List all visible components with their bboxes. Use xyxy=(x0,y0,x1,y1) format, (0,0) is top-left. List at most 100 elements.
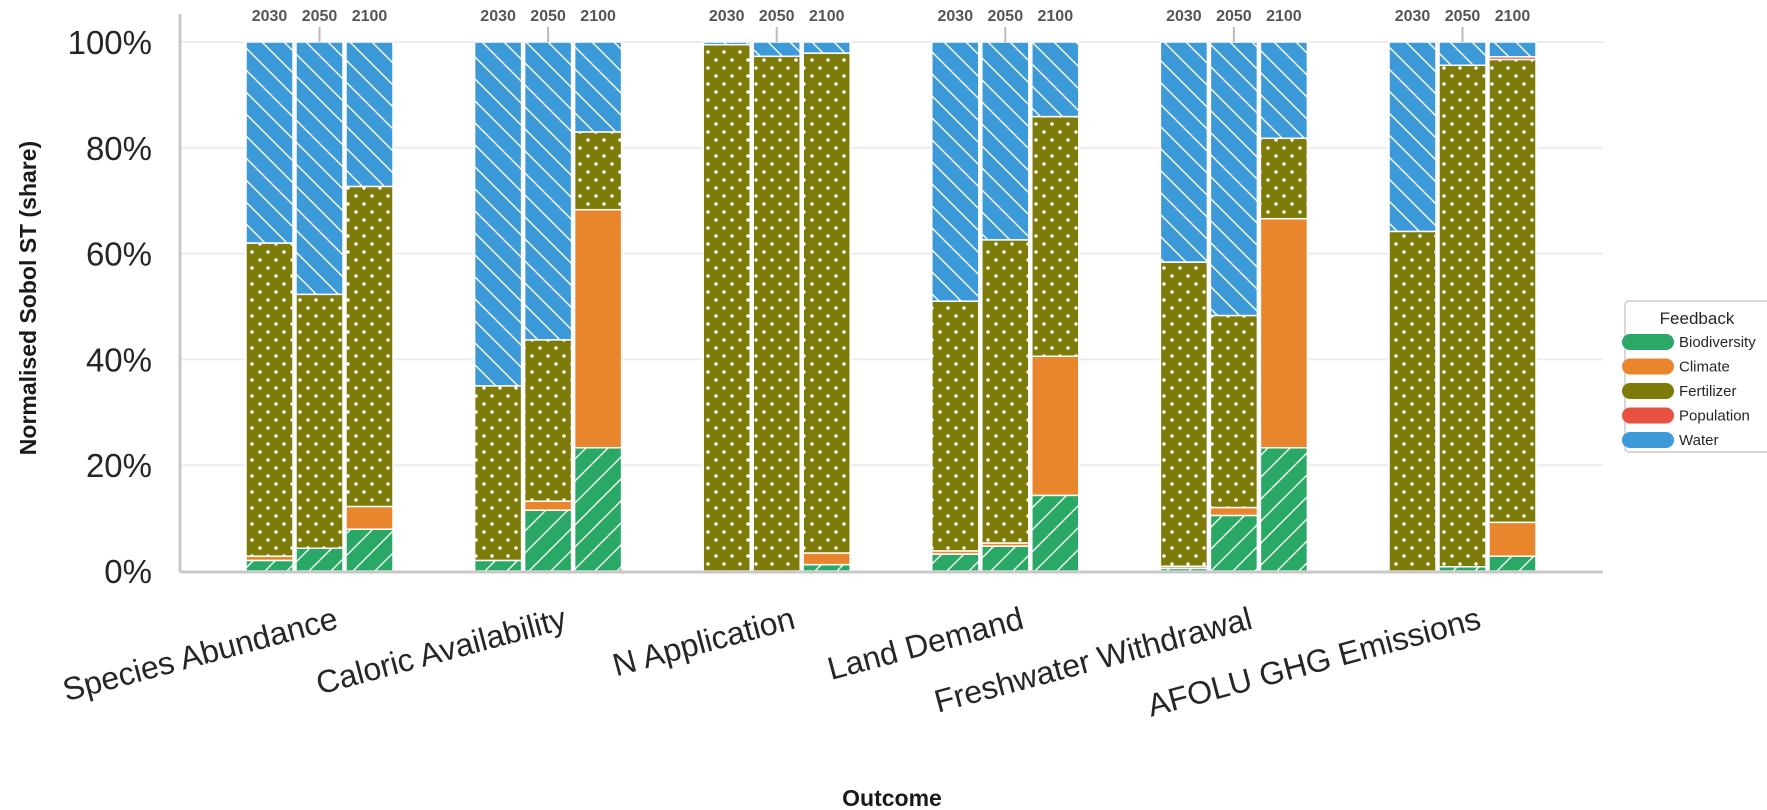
legend-label: Water xyxy=(1679,432,1718,449)
year-label: 2030 xyxy=(1166,8,1202,25)
legend-title: Feedback xyxy=(1660,309,1735,328)
bar-segment-biodiversity xyxy=(523,509,573,572)
year-label: 2030 xyxy=(480,8,516,25)
y-tick-label: 20% xyxy=(86,447,152,484)
bar-segment-climate xyxy=(1488,521,1537,557)
bar-segment-fertilizer xyxy=(981,239,1030,544)
year-label: 2050 xyxy=(302,8,338,25)
year-label: 2100 xyxy=(1495,8,1531,25)
legend-label: Fertilizer xyxy=(1679,383,1737,400)
bar-segment-fertilizer xyxy=(752,55,801,572)
bar-segment-fertilizer xyxy=(1209,314,1259,509)
year-label: 2100 xyxy=(352,8,388,25)
year-label: 2030 xyxy=(709,8,745,25)
bar-segment-water xyxy=(1259,41,1309,140)
legend-swatch-population xyxy=(1622,407,1674,424)
bar-segment-climate xyxy=(1259,217,1309,449)
year-label: 2050 xyxy=(1445,8,1481,25)
legend-swatch-climate xyxy=(1622,358,1674,375)
year-label: 2050 xyxy=(759,8,795,25)
bar-segment-fertilizer xyxy=(523,339,573,502)
bar-segment-climate xyxy=(523,500,573,511)
bar-segment-water xyxy=(1438,41,1487,67)
bar-segment-biodiversity xyxy=(981,545,1030,572)
bar-segment-climate xyxy=(573,208,623,449)
year-label: 2050 xyxy=(988,8,1024,25)
year-label: 2100 xyxy=(580,8,616,25)
bar-segment-fertilizer xyxy=(1259,137,1309,220)
bar-segment-climate xyxy=(345,505,394,530)
bar-segment-water xyxy=(931,41,980,302)
bar-segment-water xyxy=(802,41,851,54)
year-label: 2100 xyxy=(1038,8,1074,25)
bar-segment-fertilizer xyxy=(1488,58,1537,524)
bar-segment-fertilizer xyxy=(931,300,980,552)
bars xyxy=(245,41,1537,572)
bar-segment-water xyxy=(752,41,801,58)
year-label: 2050 xyxy=(1216,8,1252,25)
bar-segment-fertilizer xyxy=(1159,261,1209,567)
y-axis-label: Normalised Sobol ST (share) xyxy=(15,141,41,455)
bar-segment-water xyxy=(1209,41,1259,317)
year-label: 2050 xyxy=(530,8,566,25)
legend-swatch-biodiversity xyxy=(1622,334,1674,350)
y-tick-label: 40% xyxy=(86,341,152,378)
year-label: 2030 xyxy=(938,8,974,25)
gridlines xyxy=(180,41,1603,467)
bar-segment-water xyxy=(1031,41,1080,118)
bar-segment-fertilizer xyxy=(1438,64,1487,568)
bar-segment-fertilizer xyxy=(573,131,623,211)
bar-segment-biodiversity xyxy=(473,559,523,572)
year-label: 2100 xyxy=(1266,8,1302,25)
bar-segment-biodiversity xyxy=(1259,446,1309,572)
bar-segment-climate xyxy=(1209,506,1259,517)
bar-segment-biodiversity xyxy=(573,446,623,572)
bar-segment-water xyxy=(702,41,751,46)
x-tick-label: N Application xyxy=(609,600,799,683)
bar-segment-water xyxy=(245,41,294,244)
bar-segment-water xyxy=(345,41,394,188)
bar-segment-water xyxy=(1488,41,1537,58)
bar-segment-water xyxy=(1388,41,1437,233)
x-tick-label: Species Abundance xyxy=(59,600,342,708)
bar-segment-fertilizer xyxy=(1031,115,1080,357)
y-tick-label: 60% xyxy=(86,236,152,273)
bar-segment-fertilizer xyxy=(295,293,344,550)
bar-segment-fertilizer xyxy=(802,52,851,554)
legend-label: Biodiversity xyxy=(1679,334,1756,351)
legend-label: Climate xyxy=(1679,359,1730,376)
x-axis-label: Outcome xyxy=(842,785,942,810)
year-label: 2030 xyxy=(252,8,288,25)
year-label: 2030 xyxy=(1395,8,1431,25)
bar-segment-biodiversity xyxy=(245,559,294,572)
bar-segment-fertilizer xyxy=(245,242,294,557)
bar-segment-biodiversity xyxy=(1488,555,1537,572)
bar-segment-biodiversity xyxy=(802,563,851,572)
bar-segment-climate xyxy=(1031,355,1080,497)
bar-segment-water xyxy=(981,41,1030,241)
bar-segment-water xyxy=(573,41,623,133)
bar-segment-water xyxy=(473,41,523,387)
bar-segment-water xyxy=(1159,41,1209,263)
bar-segment-climate xyxy=(802,552,851,566)
bar-segment-fertilizer xyxy=(702,43,751,572)
bar-segment-biodiversity xyxy=(295,547,344,572)
bar-segment-fertilizer xyxy=(473,385,523,562)
legend: Feedback Biodiversity Climate Fertilizer Pop… xyxy=(1622,300,1767,453)
legend-label: Population xyxy=(1679,408,1750,425)
bar-segment-water xyxy=(523,41,573,341)
year-label: 2100 xyxy=(809,8,845,25)
bar-segment-fertilizer xyxy=(1388,230,1437,572)
legend-swatch-fertilizer xyxy=(1622,383,1674,399)
bar-segment-water xyxy=(295,41,344,296)
bar-segment-fertilizer xyxy=(345,185,394,508)
legend-swatch-water xyxy=(1622,432,1674,448)
bar-segment-biodiversity xyxy=(345,528,394,572)
x-tick-label: Caloric Availability xyxy=(312,600,570,701)
y-tick-label: 100% xyxy=(68,24,152,61)
bar-segment-biodiversity xyxy=(1209,514,1259,572)
bar-segment-biodiversity xyxy=(1031,494,1080,572)
y-tick-label: 80% xyxy=(86,130,152,167)
